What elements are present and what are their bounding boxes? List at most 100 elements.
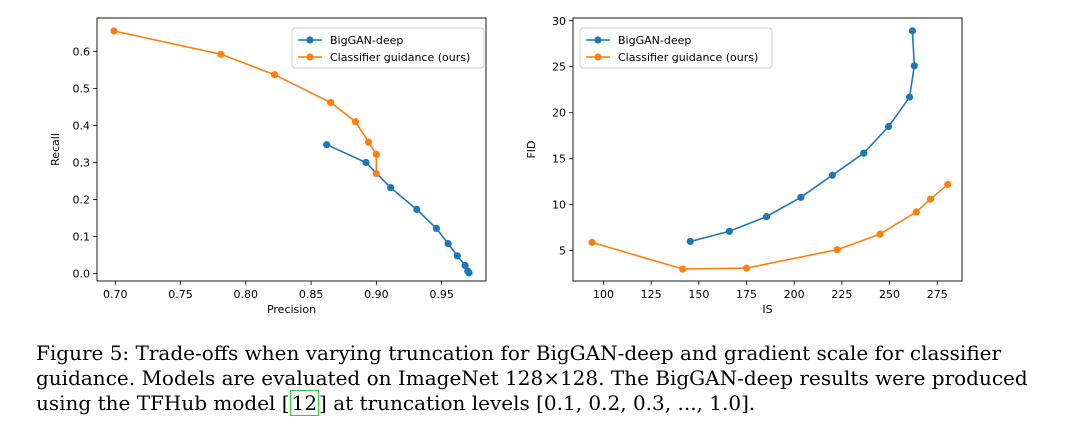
x-tick: 0.85 bbox=[299, 281, 323, 301]
legend: BigGAN-deep Classifier guidance (ours) bbox=[579, 27, 773, 69]
data-point bbox=[905, 93, 914, 101]
y-tick: 0.6 bbox=[73, 45, 97, 58]
data-point bbox=[860, 149, 868, 157]
data-point bbox=[828, 171, 836, 179]
data-point bbox=[362, 158, 370, 167]
data-point bbox=[110, 27, 118, 35]
series-classifier-guidance bbox=[110, 27, 380, 178]
x-tick: 175 bbox=[736, 281, 757, 301]
x-tick-label: 250 bbox=[879, 288, 900, 301]
data-point bbox=[679, 265, 687, 273]
y-tick: 0.3 bbox=[73, 156, 97, 169]
y-tick: 30 bbox=[552, 15, 573, 28]
legend-entry: Classifier guidance (ours) bbox=[586, 51, 758, 64]
y-tick: 0.2 bbox=[73, 194, 97, 207]
legend-marker bbox=[594, 53, 602, 61]
plot-frame bbox=[96, 17, 487, 282]
data-point bbox=[884, 122, 893, 131]
x-tick: 100 bbox=[593, 281, 614, 301]
legend: BigGAN-deep Classifier guidance (ours) bbox=[291, 27, 485, 69]
data-point bbox=[323, 141, 331, 149]
y-tick-label: 0.3 bbox=[73, 156, 91, 169]
y-tick: 25 bbox=[552, 61, 573, 74]
data-point bbox=[372, 150, 380, 158]
x-tick-label: 275 bbox=[927, 288, 948, 301]
data-point bbox=[413, 205, 421, 214]
data-point bbox=[387, 184, 395, 192]
x-tick: 125 bbox=[641, 281, 662, 301]
y-tick-label: 0.2 bbox=[73, 194, 91, 207]
y-tick-label: 10 bbox=[552, 199, 566, 212]
x-tick: 0.80 bbox=[234, 281, 259, 301]
legend-label: BigGAN-deep bbox=[330, 34, 403, 47]
x-axis-label: IS bbox=[762, 303, 772, 316]
data-point bbox=[742, 264, 751, 272]
y-tick-label: 0.6 bbox=[73, 45, 91, 58]
x-tick-label: 175 bbox=[736, 288, 757, 301]
data-point bbox=[908, 27, 917, 35]
x-tick: 225 bbox=[831, 281, 852, 301]
legend-label: BigGAN-deep bbox=[618, 34, 691, 47]
y-tick: 0.5 bbox=[73, 82, 97, 95]
x-tick-label: 0.95 bbox=[429, 288, 454, 301]
series-classifier-guidance bbox=[588, 180, 952, 273]
legend-marker bbox=[306, 36, 314, 44]
legend-box bbox=[579, 27, 773, 69]
y-axis-label: FID bbox=[525, 140, 538, 158]
y-tick-label: 0.5 bbox=[73, 82, 91, 95]
data-point bbox=[432, 224, 440, 232]
legend-box bbox=[291, 27, 485, 69]
data-point bbox=[588, 238, 596, 246]
data-point bbox=[217, 50, 225, 58]
data-point bbox=[876, 230, 884, 238]
x-tick-label: 225 bbox=[831, 288, 852, 301]
y-tick-label: 15 bbox=[552, 153, 566, 166]
y-tick: 20 bbox=[552, 107, 573, 120]
plot-frame bbox=[572, 17, 963, 282]
series-line bbox=[591, 183, 949, 270]
data-point bbox=[327, 98, 335, 107]
x-tick: 0.90 bbox=[364, 281, 389, 301]
x-tick-label: 100 bbox=[593, 288, 614, 301]
data-point bbox=[270, 71, 279, 79]
recall-vs-precision-chart: 0.70 0.75 0.80 0.85 0.90 0.95 0.0 0.1 0.2 0.3 0.4 0… bbox=[49, 17, 487, 316]
x-tick-label: 0.90 bbox=[364, 288, 389, 301]
y-tick-label: 25 bbox=[552, 61, 566, 74]
x-tick-label: 200 bbox=[784, 288, 805, 301]
caption-line-1: Figure 5: Trade-offs when varying trunca… bbox=[36, 341, 1002, 365]
x-tick: 0.70 bbox=[103, 281, 128, 301]
data-point bbox=[364, 138, 373, 146]
data-point bbox=[762, 213, 771, 221]
y-tick-label: 0.0 bbox=[73, 268, 91, 281]
x-tick: 0.75 bbox=[168, 281, 193, 301]
series-line bbox=[690, 30, 916, 243]
caption-line-2: guidance. Models are evaluated on ImageN… bbox=[36, 366, 1028, 390]
legend-marker bbox=[306, 53, 314, 61]
data-point bbox=[944, 180, 952, 189]
data-point bbox=[686, 237, 694, 246]
legend-entry: BigGAN-deep bbox=[586, 34, 691, 47]
legend-label: Classifier guidance (ours) bbox=[330, 51, 470, 64]
data-point bbox=[453, 252, 461, 260]
y-axis-label: Recall bbox=[49, 133, 62, 166]
series-biggan-deep bbox=[323, 141, 473, 277]
y-tick: 0.1 bbox=[73, 231, 97, 244]
data-point bbox=[444, 239, 452, 248]
caption-line-3-end: ] at truncation levels [0.1, 0.2, 0.3, .… bbox=[319, 391, 756, 415]
data-point bbox=[351, 118, 360, 126]
data-point bbox=[725, 227, 733, 235]
x-tick-label: 0.75 bbox=[168, 288, 193, 301]
x-tick-label: 0.80 bbox=[234, 288, 259, 301]
x-tick: 200 bbox=[784, 281, 805, 301]
y-tick: 5 bbox=[559, 245, 573, 258]
x-axis-label: Precision bbox=[267, 303, 316, 316]
series-biggan-deep bbox=[686, 27, 918, 246]
legend-entry: BigGAN-deep bbox=[298, 34, 403, 47]
y-tick: 0.0 bbox=[73, 268, 97, 281]
data-point bbox=[926, 195, 935, 203]
figure-canvas: 0.70 0.75 0.80 0.85 0.90 0.95 0.0 0.1 0.2 0.3 0.4 0… bbox=[49, 15, 963, 316]
series-line bbox=[326, 143, 470, 274]
data-point bbox=[372, 169, 380, 178]
caption-line-3-start: using the TFHub model [ bbox=[36, 391, 290, 415]
citation-link[interactable]: 12 bbox=[289, 390, 320, 416]
